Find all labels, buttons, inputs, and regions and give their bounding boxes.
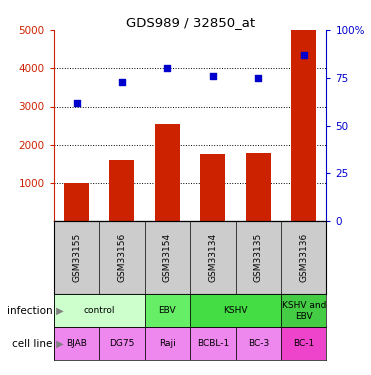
Bar [155,124,180,221]
Bar [236,327,281,360]
Text: control: control [83,306,115,315]
Bar [190,327,236,360]
Point [73,100,79,106]
Point [164,65,170,71]
Bar [145,294,190,327]
Text: GSM33154: GSM33154 [163,233,172,282]
Bar [291,30,316,221]
Text: EBV: EBV [158,306,176,315]
Text: GSM33156: GSM33156 [118,233,127,282]
Bar [281,294,326,327]
Text: ▶: ▶ [53,306,63,316]
Point [119,79,125,85]
Point [210,73,216,79]
Text: BC-1: BC-1 [293,339,314,348]
Point [301,52,307,58]
Bar [64,183,89,221]
Text: KSHV: KSHV [223,306,248,315]
Text: BCBL-1: BCBL-1 [197,339,229,348]
Text: ▶: ▶ [53,339,63,349]
Text: BJAB: BJAB [66,339,87,348]
Bar [190,294,281,327]
Text: KSHV and
EBV: KSHV and EBV [282,301,326,321]
Text: GSM33135: GSM33135 [254,233,263,282]
Text: GSM33134: GSM33134 [209,233,217,282]
Title: GDS989 / 32850_at: GDS989 / 32850_at [125,16,255,29]
Text: GSM33136: GSM33136 [299,233,308,282]
Bar [281,327,326,360]
Bar [99,327,145,360]
Bar [54,294,145,327]
Bar [200,154,225,221]
Text: Raji: Raji [159,339,176,348]
Bar [246,153,271,221]
Text: cell line: cell line [12,339,52,349]
Bar [54,327,99,360]
Point [255,75,261,81]
Text: infection: infection [7,306,52,316]
Text: GSM33155: GSM33155 [72,233,81,282]
Bar [145,327,190,360]
Text: DG75: DG75 [109,339,135,348]
Text: BC-3: BC-3 [248,339,269,348]
Bar [109,160,134,221]
